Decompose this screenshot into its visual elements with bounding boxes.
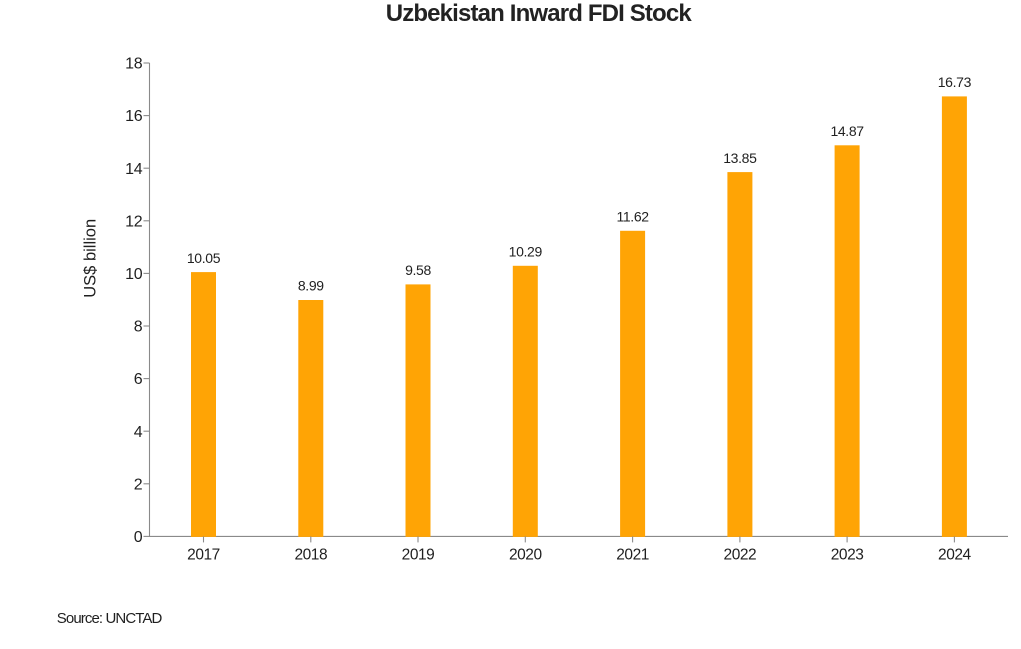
- svg-text:9.58: 9.58: [405, 262, 431, 278]
- svg-text:6: 6: [134, 371, 143, 388]
- svg-text:0: 0: [134, 529, 143, 546]
- svg-text:US$ billion: US$ billion: [81, 219, 99, 298]
- svg-text:2020: 2020: [509, 546, 543, 563]
- svg-text:8.99: 8.99: [298, 278, 324, 294]
- svg-text:16.73: 16.73: [938, 74, 972, 90]
- svg-text:10: 10: [125, 266, 143, 283]
- svg-text:10.29: 10.29: [509, 244, 543, 260]
- svg-text:14: 14: [125, 161, 143, 178]
- svg-text:13.85: 13.85: [723, 150, 757, 166]
- svg-text:4: 4: [134, 424, 143, 441]
- svg-text:18: 18: [125, 56, 143, 73]
- svg-text:12: 12: [125, 213, 143, 230]
- svg-text:2019: 2019: [402, 546, 435, 563]
- svg-text:Uzbekistan Inward FDI Stock: Uzbekistan Inward FDI Stock: [386, 0, 693, 27]
- svg-text:2017: 2017: [187, 546, 220, 563]
- svg-text:2022: 2022: [724, 546, 757, 563]
- svg-text:11.62: 11.62: [616, 209, 649, 225]
- svg-text:2021: 2021: [616, 546, 649, 563]
- svg-text:2018: 2018: [294, 546, 327, 563]
- svg-text:2024: 2024: [938, 546, 972, 563]
- svg-text:10.05: 10.05: [187, 250, 221, 266]
- svg-text:16: 16: [125, 108, 143, 125]
- svg-text:2: 2: [134, 476, 143, 493]
- svg-text:Source: UNCTAD: Source: UNCTAD: [57, 610, 163, 627]
- svg-text:2023: 2023: [831, 546, 864, 563]
- svg-text:14.87: 14.87: [830, 123, 864, 139]
- svg-text:8: 8: [134, 319, 143, 336]
